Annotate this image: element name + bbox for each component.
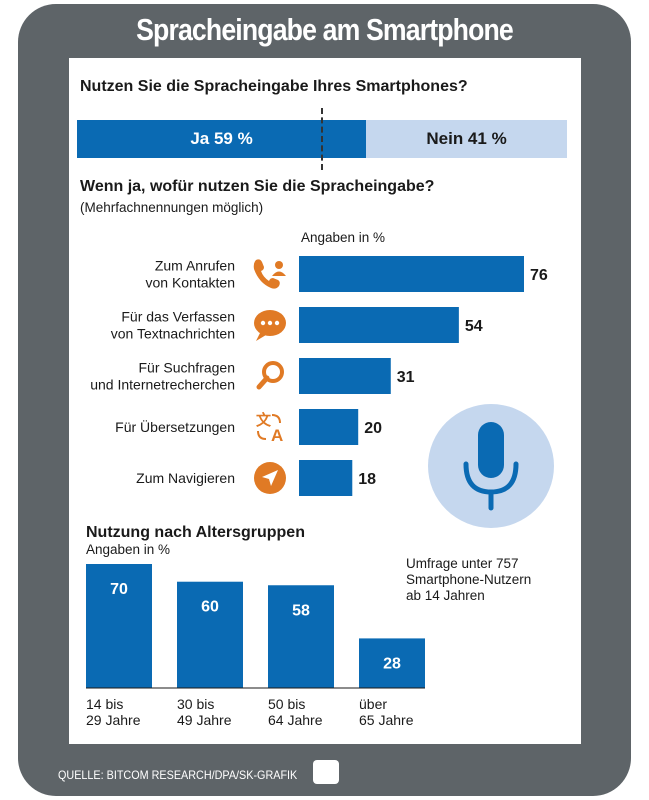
age-bar (177, 581, 243, 688)
question-usage: Nutzen Sie die Spracheingabe Ihres Smart… (80, 78, 468, 95)
usage-category-label: Für Übersetzungen (115, 418, 235, 435)
usage-value-label: 20 (364, 420, 382, 437)
survey-note-line: Smartphone-Nutzern (406, 572, 532, 587)
no-segment: Nein 41 % (366, 120, 567, 158)
usage-value-label: 54 (465, 318, 483, 335)
search-icon (256, 361, 284, 390)
usage-bar (299, 409, 359, 445)
age-category-label: über (359, 696, 387, 712)
yes-label: Ja 59 % (190, 129, 253, 148)
age-bar (86, 564, 152, 688)
usage-value-label: 18 (358, 471, 376, 488)
age-category-label: 64 Jahre (268, 712, 323, 728)
age-bar (359, 638, 425, 688)
content-panel: Nutzen Sie die Spracheingabe Ihres Smart… (69, 58, 581, 744)
usage-value-label: 31 (397, 369, 415, 386)
usage-value-label: 76 (530, 267, 548, 284)
age-category-label: 30 bis (177, 696, 214, 712)
question-note: (Mehrfachnennungen möglich) (80, 200, 264, 215)
age-category-label: 50 bis (268, 696, 305, 712)
usage-bar (299, 256, 524, 292)
age-chart-title: Nutzung nach Altersgruppen (86, 524, 305, 541)
translate-icon: 文A (256, 411, 283, 445)
age-value-label: 70 (110, 581, 128, 598)
usage-bar (299, 460, 353, 496)
usage-category-label: von Textnachrichten (111, 326, 235, 342)
survey-note-line: ab 14 Jahren (406, 588, 485, 603)
svg-text:A: A (271, 426, 283, 445)
usage-category-label: Zum Navigieren (136, 470, 235, 486)
survey-note: Umfrage unter 757 Smartphone-Nutzern ab … (406, 556, 531, 604)
usage-category-label: Zum Anrufen (155, 258, 235, 274)
age-category-label: 49 Jahre (177, 712, 232, 728)
microphone-icon (463, 422, 519, 511)
age-bar (268, 585, 334, 688)
no-label: Nein 41 % (426, 129, 507, 148)
source-credit: QUELLE: BITCOM RESEARCH/DPA/SK-GRAFIK (58, 768, 298, 782)
age-value-label: 60 (201, 599, 219, 616)
question-purpose: Wenn ja, wofür nutzen Sie die Spracheing… (80, 178, 435, 195)
page-title: Spracheingabe am Smartphone (136, 12, 514, 47)
usage-bar (299, 358, 391, 394)
survey-note-line: Umfrage unter 757 (406, 556, 519, 571)
age-category-label: 29 Jahre (86, 712, 141, 728)
yes-no-bar: Ja 59 % Nein 41 % (77, 108, 567, 170)
svg-text:文: 文 (256, 411, 272, 429)
age-category-label: 65 Jahre (359, 712, 414, 728)
majority-marker (321, 108, 323, 170)
yes-segment: Ja 59 % (77, 120, 367, 158)
chat-bubble-icon (254, 310, 286, 341)
age-value-label: 58 (292, 602, 310, 619)
microphone-badge (428, 404, 554, 528)
age-unit-label: Angaben in % (86, 542, 171, 557)
phone-contact-icon (253, 259, 286, 289)
navigation-icon (254, 462, 286, 494)
usage-category-label: von Kontakten (145, 275, 235, 291)
usage-unit-label: Angaben in % (301, 230, 386, 245)
usage-category-label: Für das Verfassen (121, 309, 235, 325)
age-category-label: 14 bis (86, 696, 123, 712)
home-button[interactable] (313, 760, 339, 784)
usage-bar (299, 307, 459, 343)
usage-category-label: und Internetrecherchen (90, 377, 235, 393)
age-value-label: 28 (383, 655, 401, 672)
usage-category-label: Für Suchfragen (139, 360, 236, 376)
